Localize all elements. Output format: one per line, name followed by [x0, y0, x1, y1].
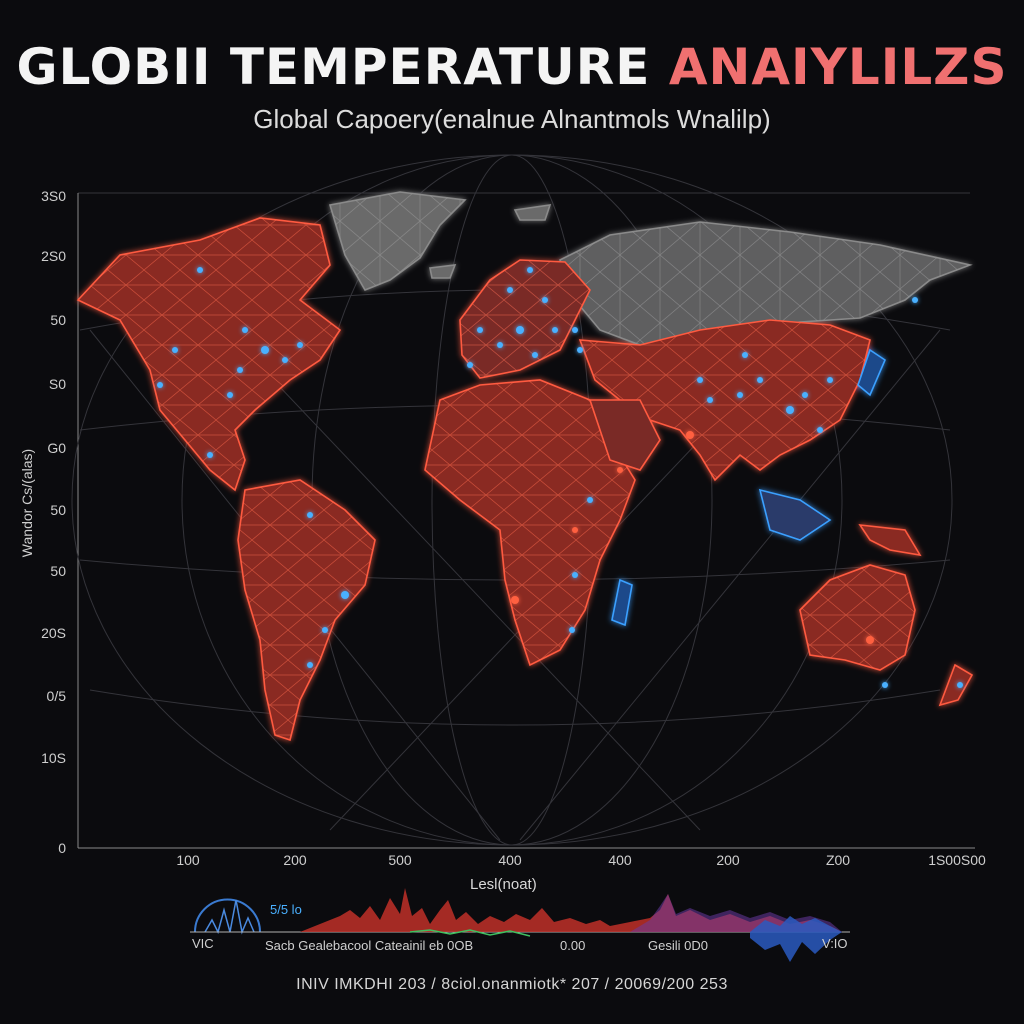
region-madagascar [611, 578, 633, 627]
footer-text: INIV IMKDHI 203 / 8ciol.onanmiotk* 207 /… [296, 976, 728, 993]
x-tick: 1S00S00 [928, 852, 986, 868]
region-japan [857, 348, 886, 397]
legend-right-label: V:IO [822, 936, 848, 951]
title-main: GLOBII TEMPERATURE [16, 38, 669, 96]
x-tick: 200 [283, 852, 307, 868]
legend-waveform: VIC 5/5 lo Sacb Gealebacool Cateainil eb… [190, 880, 850, 970]
y-tick: S0 [48, 376, 66, 392]
x-tick: 400 [608, 852, 632, 868]
continents [76, 191, 974, 742]
legend-left-label: VIC [192, 936, 214, 951]
y-tick: 2S0 [41, 248, 66, 264]
title-accent: ANAIYLILZS [668, 38, 1008, 96]
x-tick: 400 [498, 852, 522, 868]
x-tick: Z00 [825, 852, 851, 868]
x-tick: 500 [388, 852, 412, 868]
y-tick: G0 [47, 440, 66, 456]
y-tick: 0 [58, 840, 66, 856]
legend-scale-label: 5/5 lo [270, 902, 302, 917]
legend-end-text: Gesili 0D0 [648, 938, 708, 953]
y-tick: 50 [50, 563, 66, 579]
hotspots [157, 267, 963, 688]
legend-series-text: Sacb Gealebacool Cateainil eb 0OB [265, 938, 474, 953]
x-tick: 200 [716, 852, 740, 868]
region-indonesia [858, 524, 922, 557]
y-tick: 50 [50, 502, 66, 518]
x-tick: 100 [176, 852, 200, 868]
region-southeast-asia [758, 488, 832, 541]
region-new-zealand [938, 663, 974, 707]
y-tick: 10S [41, 750, 66, 766]
y-tick: 0/5 [46, 688, 66, 704]
x-axis-label: Lesl(noat) [470, 876, 537, 893]
y-tick: 50 [50, 312, 66, 328]
region-iceland [513, 204, 552, 221]
y-tick: 3S0 [41, 188, 66, 204]
page-title: GLOBII TEMPERATURE ANAIYLILZS [0, 38, 1024, 96]
y-tick: 20S [41, 625, 66, 641]
page-subtitle: Global Capoery(enalnue Alnantmols Wnalil… [253, 104, 771, 134]
legend-mid-value: 0.00 [560, 938, 586, 953]
waveform-graphic [190, 888, 850, 962]
